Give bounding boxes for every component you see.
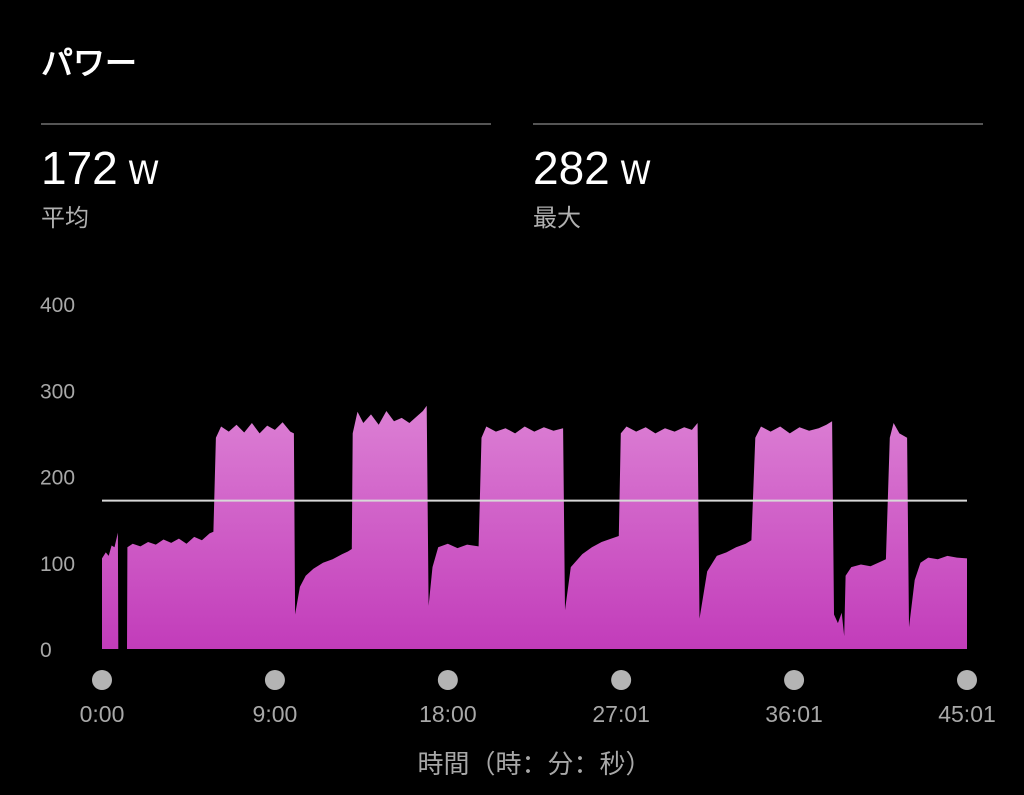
x-tick-label: 27:01	[592, 701, 650, 727]
x-axis-title: 時間（時：分：秒）	[417, 750, 652, 780]
x-tick-label: 18:00	[419, 701, 477, 727]
x-tick-marker	[437, 670, 458, 690]
y-tick-label: 200	[40, 467, 75, 490]
stat-label: 平均	[41, 204, 89, 232]
x-tick-label: 9:00	[253, 701, 298, 727]
stat-unit: W	[619, 154, 652, 192]
y-tick-label: 100	[40, 553, 75, 576]
divider	[41, 123, 491, 125]
x-tick-marker	[611, 670, 632, 690]
stat-label: 最大	[533, 204, 581, 232]
x-tick-label: 36:01	[765, 701, 823, 727]
y-axis: 0 100 200 300 400	[40, 294, 75, 662]
divider	[533, 123, 983, 125]
x-tick-label: 0:00	[80, 701, 125, 727]
y-tick-label: 0	[40, 639, 52, 662]
page-title: パワー	[41, 44, 138, 82]
x-tick-label: 45:01	[938, 701, 996, 727]
y-tick-label: 400	[40, 294, 75, 317]
stat-value: 282	[533, 142, 610, 194]
power-area	[102, 405, 967, 649]
stat-value: 172	[41, 142, 118, 194]
max-power-stat: 282 W 最大	[533, 140, 651, 233]
x-tick-marker	[92, 670, 112, 690]
stat-unit: W	[127, 154, 160, 192]
average-power-stat: 172 W 平均	[41, 140, 159, 233]
x-tick-marker	[264, 670, 285, 690]
x-tick-marker	[957, 670, 977, 690]
x-tick-marker	[784, 670, 805, 690]
x-axis: 0:00 9:00 18:00 27:01 36:01 45:01	[80, 670, 996, 727]
y-tick-label: 300	[40, 380, 75, 403]
